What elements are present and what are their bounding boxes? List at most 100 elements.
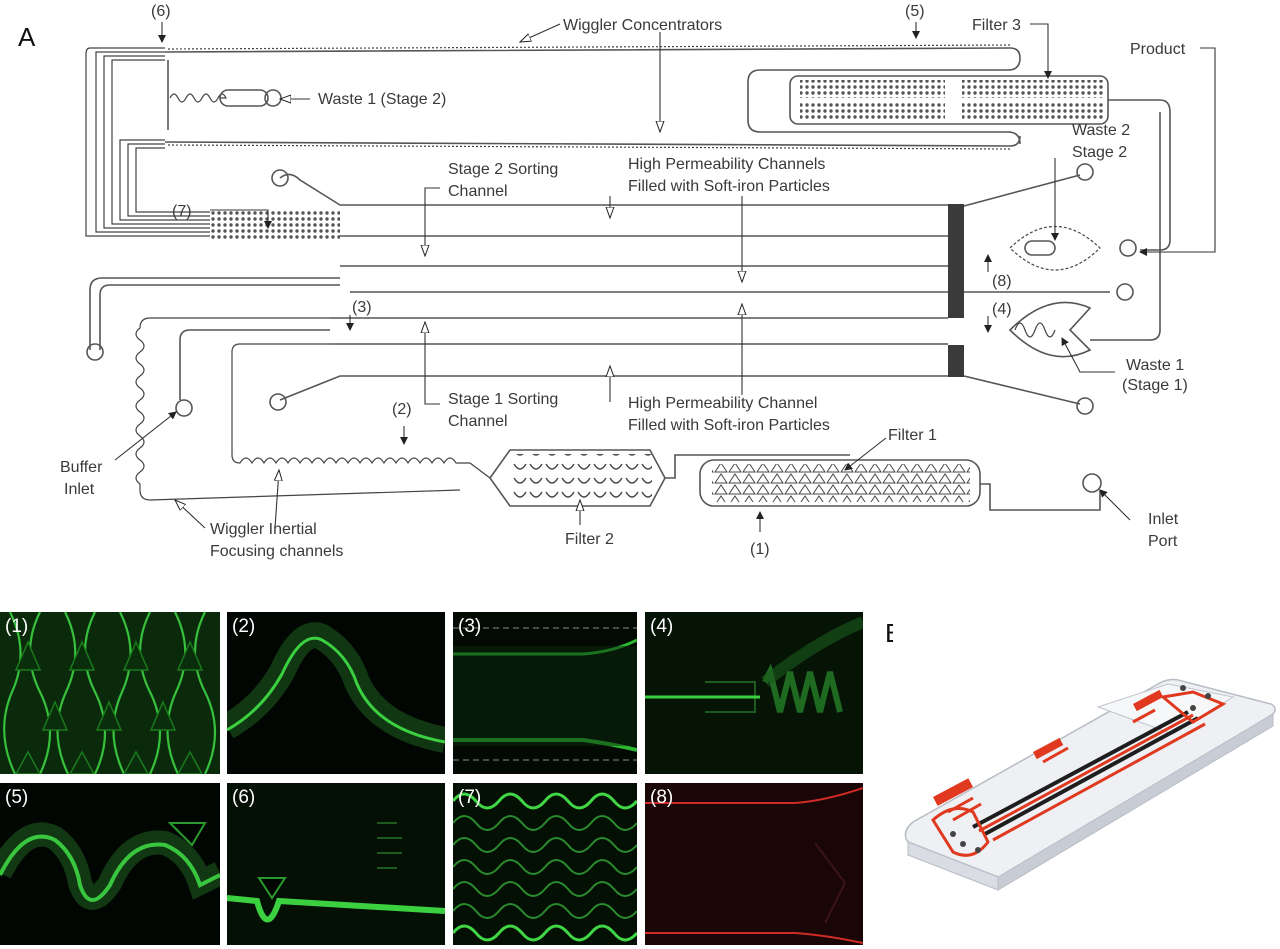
micrograph-5-label: (5): [5, 787, 29, 808]
wiggler-beads-top: [167, 44, 1011, 50]
micrograph-3: (3): [453, 612, 637, 774]
outlet-line-bottom: [963, 375, 1081, 405]
label-waste1-stage1-2: (Stage 1): [1122, 377, 1188, 394]
label-stage2-sorting-2: Channel: [448, 183, 508, 200]
label-stage2-sorting-1: Stage 2 Sorting: [448, 161, 558, 178]
label-stage1-sorting-2: Channel: [448, 413, 508, 430]
buffer-inlet-stem: [179, 329, 330, 400]
waste1-stage2-chamber: [219, 89, 269, 107]
label-product: Product: [1130, 41, 1186, 58]
micrograph-7: (7): [453, 783, 637, 945]
label-wiggler-concentrators: Wiggler Concentrators: [563, 17, 722, 34]
label-hpc-top-2: Filled with Soft-iron Particles: [628, 178, 830, 195]
micrograph-8: (8): [645, 783, 863, 945]
wiggler-beads-bottom: [167, 144, 1011, 150]
centre-port: [1116, 283, 1134, 301]
label-5: (5): [905, 3, 925, 20]
filter3-array-right: [962, 80, 1104, 98]
outlet-port-top: [1076, 163, 1094, 181]
arrow-inlet: [1099, 489, 1131, 521]
filter-link: [665, 454, 850, 479]
label-3: (3): [352, 299, 372, 316]
arrow-wiggler-inertial-r: [275, 470, 279, 529]
wiggler-array-7: [210, 210, 340, 240]
micrograph-6-label: (6): [232, 787, 256, 808]
micrograph-1-label: (1): [5, 616, 29, 637]
waste2-port: [1119, 239, 1137, 257]
micrograph-5: (5): [0, 783, 220, 945]
label-wiggler-inertial-2: Focusing channels: [210, 543, 343, 560]
label-buffer-2: Inlet: [64, 481, 95, 498]
label-filter2: Filter 2: [565, 531, 614, 548]
filter1-array: [712, 464, 970, 502]
label-8: (8): [992, 273, 1012, 290]
filter1-frame: [699, 459, 981, 507]
label-1: (1): [750, 541, 770, 558]
stage2-hpc-top: [279, 173, 948, 206]
outlet-line-top: [963, 174, 1081, 207]
label-2: (2): [392, 401, 412, 418]
inlet-line: [980, 483, 1101, 511]
arrow-7: [210, 209, 272, 229]
label-4: (4): [992, 301, 1012, 318]
label-7: (7): [172, 203, 192, 220]
arrow-filter1: [844, 437, 887, 471]
left-channel-bundle: [85, 47, 210, 237]
filter2-array: [512, 454, 652, 502]
product-line-2: [1090, 112, 1161, 341]
inlet-port: [1082, 473, 1102, 493]
filter3-array-left: [800, 80, 945, 98]
magnet-bar-mid: [948, 268, 964, 318]
micrograph-4: (4): [645, 612, 863, 774]
panel-a-letter: A: [18, 22, 36, 52]
waste2-chamber: [1024, 240, 1056, 256]
buffer-side-port: [86, 343, 104, 361]
label-hpc-bot-2: Filled with Soft-iron Particles: [628, 417, 830, 434]
waste1-stage1-lens: [1008, 301, 1092, 358]
label-waste2: Waste 2: [1072, 122, 1130, 139]
micrograph-3-label: (3): [458, 616, 482, 637]
waste1-stage2-wiggle: [169, 93, 227, 103]
arrow-stage2-sort: [425, 187, 440, 256]
label-buffer-1: Buffer: [60, 459, 103, 476]
buffer-side-tube: [89, 277, 340, 350]
label-filter1: Filter 1: [888, 427, 937, 444]
filter3-array-left-2: [800, 102, 945, 120]
magnet-bar-bot: [948, 345, 964, 377]
micrograph-1: (1): [0, 612, 220, 774]
arrow-wiggler-l: [520, 23, 561, 42]
stage2-port-top-left: [271, 169, 289, 187]
label-inlet-2: Port: [1148, 533, 1178, 550]
label-stage1-sorting-1: Stage 1 Sorting: [448, 391, 558, 408]
buffer-inlet-wiggler: [135, 317, 461, 501]
arrow-filter3: [1030, 23, 1052, 79]
label-waste1-stage2: Waste 1 (Stage 2): [318, 91, 446, 108]
micrograph-7-label: (7): [458, 787, 482, 808]
stage1-hpc-bottom: [279, 375, 948, 401]
stage1-port-bottom-left: [269, 393, 287, 411]
label-inlet-1: Inlet: [1148, 511, 1179, 528]
label-6: (6): [151, 3, 171, 20]
label-hpc-bot-1: High Permeability Channel: [628, 395, 817, 412]
buffer-inlet-port: [175, 399, 193, 417]
micrograph-6: (6): [227, 783, 445, 945]
waste1-stage1-wiggle: [1014, 322, 1056, 338]
device-photo: [893, 612, 1278, 927]
label-wiggler-inertial-1: Wiggler Inertial: [210, 521, 317, 538]
arrow-waste1-stage1: [1061, 337, 1115, 373]
arrow-stage1-sort: [425, 322, 440, 405]
magnet-bar-top: [948, 204, 964, 268]
wiggler-2: [231, 343, 491, 479]
outlet-port-bottom: [1076, 397, 1094, 415]
filter3-array-right-2: [962, 102, 1104, 120]
wiggler-concentrator-top: [164, 47, 1021, 145]
micrograph-4-label: (4): [650, 616, 674, 637]
waste2-lens: [1009, 226, 1101, 271]
product-outlet-line: [1108, 99, 1171, 251]
micrograph-8-label: (8): [650, 787, 674, 808]
label-waste1-stage1-1: Waste 1: [1126, 357, 1184, 374]
label-hpc-top-1: High Permeability Channels: [628, 156, 825, 173]
label-filter3: Filter 3: [972, 17, 1021, 34]
micrograph-2-label: (2): [232, 616, 256, 637]
arrow-wiggler-inertial-l: [175, 500, 206, 529]
